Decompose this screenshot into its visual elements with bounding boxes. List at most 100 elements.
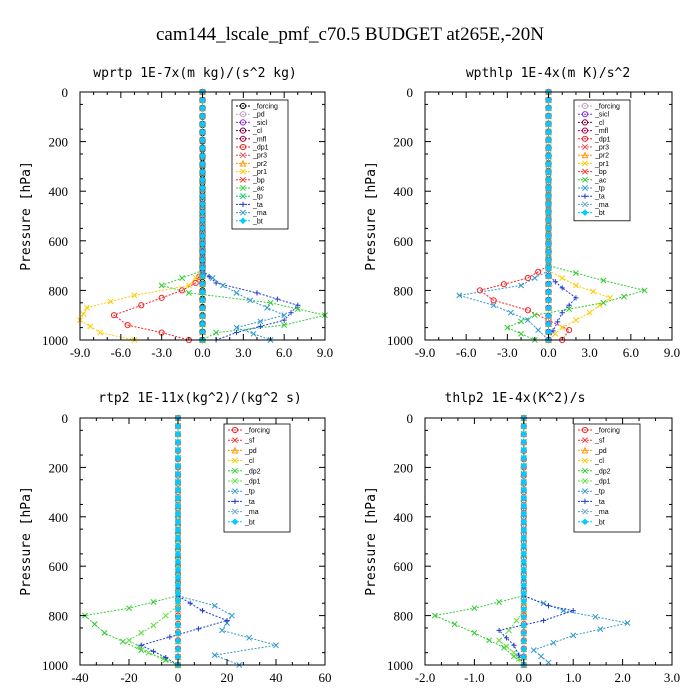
data-point — [520, 605, 528, 613]
series-group — [456, 88, 648, 344]
data-point — [274, 296, 280, 302]
x-tick-label: 9.0 — [317, 345, 333, 360]
data-point — [101, 629, 108, 636]
data-point — [174, 486, 182, 494]
legend-marker — [240, 176, 246, 183]
legend-marker — [240, 209, 246, 216]
data-point — [174, 526, 182, 533]
data-point — [126, 605, 132, 612]
legend-label: _tp — [244, 489, 255, 496]
data-point — [545, 272, 552, 280]
data-point — [192, 275, 199, 281]
data-point — [174, 494, 182, 501]
legend-marker — [581, 446, 589, 454]
legend-marker — [231, 518, 239, 526]
data-point — [538, 653, 545, 660]
data-point — [572, 317, 579, 324]
data-point — [559, 285, 565, 291]
data-point — [199, 208, 206, 216]
x-tick-label: -6.0 — [111, 345, 132, 360]
data-point — [600, 299, 607, 306]
data-point — [174, 582, 182, 589]
data-point — [199, 608, 206, 614]
data-point — [496, 637, 503, 644]
x-tick-label: 0.0 — [516, 670, 532, 685]
y-axis-label: Pressure [hPa] — [364, 486, 379, 596]
data-point — [590, 288, 597, 295]
data-point — [174, 438, 182, 446]
data-point — [518, 330, 525, 337]
data-point — [545, 112, 552, 120]
legend-label: _cl — [244, 458, 254, 465]
data-point — [545, 304, 552, 312]
data-point — [199, 192, 206, 200]
data-point — [520, 446, 528, 454]
data-point — [174, 510, 182, 517]
data-point — [535, 327, 542, 334]
data-point — [545, 160, 552, 168]
data-point — [503, 643, 510, 650]
x-tick-label: -20 — [120, 670, 137, 685]
data-point — [545, 176, 552, 184]
y-tick-label: 1000 — [42, 333, 68, 348]
data-point — [592, 613, 599, 620]
legend-label: _pr1 — [594, 161, 609, 168]
legend-label: _dp1 — [244, 479, 261, 486]
legend-marker — [240, 168, 246, 175]
data-point — [520, 558, 528, 565]
series-line-ta — [139, 418, 229, 666]
y-tick-label: 800 — [394, 283, 414, 298]
legend-label: _pr3 — [252, 153, 267, 160]
data-point — [126, 637, 132, 644]
data-point — [520, 494, 528, 501]
data-point — [83, 304, 90, 311]
data-point — [254, 290, 260, 296]
panel-title: wprtp 1E-7x(m kg)/(s^2 kg) — [93, 66, 297, 81]
data-point — [535, 268, 542, 275]
y-tick-label: 0 — [62, 85, 69, 100]
data-point — [174, 430, 182, 438]
legend-marker — [581, 209, 589, 216]
data-point — [552, 330, 559, 337]
x-tick-label: 6.0 — [623, 345, 639, 360]
legend-marker — [582, 478, 588, 484]
data-point — [174, 502, 182, 509]
legend-marker — [239, 159, 247, 167]
legend-label: _ma — [252, 210, 267, 217]
legend-label: _forcing — [594, 428, 620, 435]
data-point — [471, 629, 478, 636]
legend-box — [573, 423, 641, 533]
legend: _forcing_pd_sicl_cl_mfl_dp1_pr3_pr2_pr1_… — [231, 99, 289, 230]
series-group — [77, 88, 328, 344]
data-point — [518, 282, 525, 289]
data-point — [199, 144, 206, 152]
legend-label: _bt — [594, 519, 605, 526]
data-point — [199, 272, 206, 280]
y-axis-label: Pressure [hPa] — [19, 161, 34, 271]
legend-label: _pr1 — [252, 169, 267, 176]
data-point — [199, 312, 206, 320]
data-point — [273, 642, 279, 649]
x-tick-label: -3.0 — [151, 345, 172, 360]
data-point — [199, 184, 206, 192]
x-tick-label: 6.0 — [276, 345, 292, 360]
data-point — [174, 597, 182, 605]
y-tick-label: 200 — [394, 460, 414, 475]
data-point — [199, 160, 206, 168]
x-tick-label: 3.0 — [664, 670, 680, 685]
data-point — [150, 622, 157, 629]
series-group — [81, 414, 279, 669]
legend-label: _ac — [594, 177, 607, 184]
data-point — [187, 600, 193, 606]
series-line-pr1 — [79, 92, 203, 341]
y-tick-label: 1000 — [42, 658, 68, 673]
data-point — [520, 613, 528, 621]
data-point — [167, 634, 173, 640]
x-tick-label: 0.0 — [194, 345, 210, 360]
data-point — [545, 128, 552, 136]
data-point — [545, 240, 552, 248]
data-point — [572, 282, 579, 289]
plot-frame — [79, 417, 326, 666]
data-point — [174, 422, 182, 430]
